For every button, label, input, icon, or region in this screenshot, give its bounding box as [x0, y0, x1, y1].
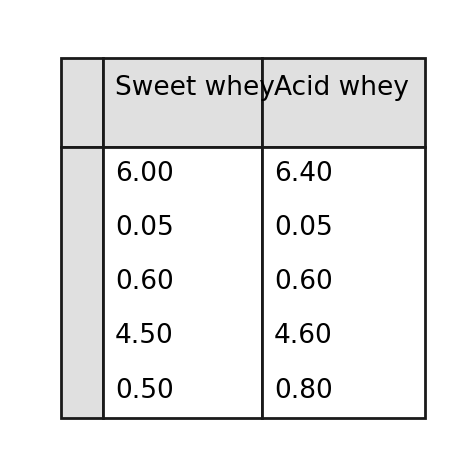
- Bar: [262, 147, 425, 418]
- Bar: [103, 58, 262, 147]
- Text: 4.60: 4.60: [274, 323, 333, 349]
- Text: 6.00: 6.00: [115, 161, 174, 187]
- Text: 0.60: 0.60: [274, 269, 333, 295]
- Text: Acid whey: Acid whey: [274, 75, 409, 101]
- Text: 6.40: 6.40: [274, 161, 333, 187]
- Text: 4.50: 4.50: [115, 323, 174, 349]
- Text: 0.50: 0.50: [115, 378, 174, 404]
- Bar: [61, 147, 103, 418]
- Text: 0.60: 0.60: [115, 269, 174, 295]
- Bar: [61, 58, 103, 147]
- Bar: [103, 147, 262, 418]
- Bar: [262, 58, 425, 147]
- Text: 0.05: 0.05: [115, 215, 174, 241]
- Text: 0.80: 0.80: [274, 378, 333, 404]
- Text: Sweet whey: Sweet whey: [115, 75, 275, 101]
- Text: 0.05: 0.05: [274, 215, 333, 241]
